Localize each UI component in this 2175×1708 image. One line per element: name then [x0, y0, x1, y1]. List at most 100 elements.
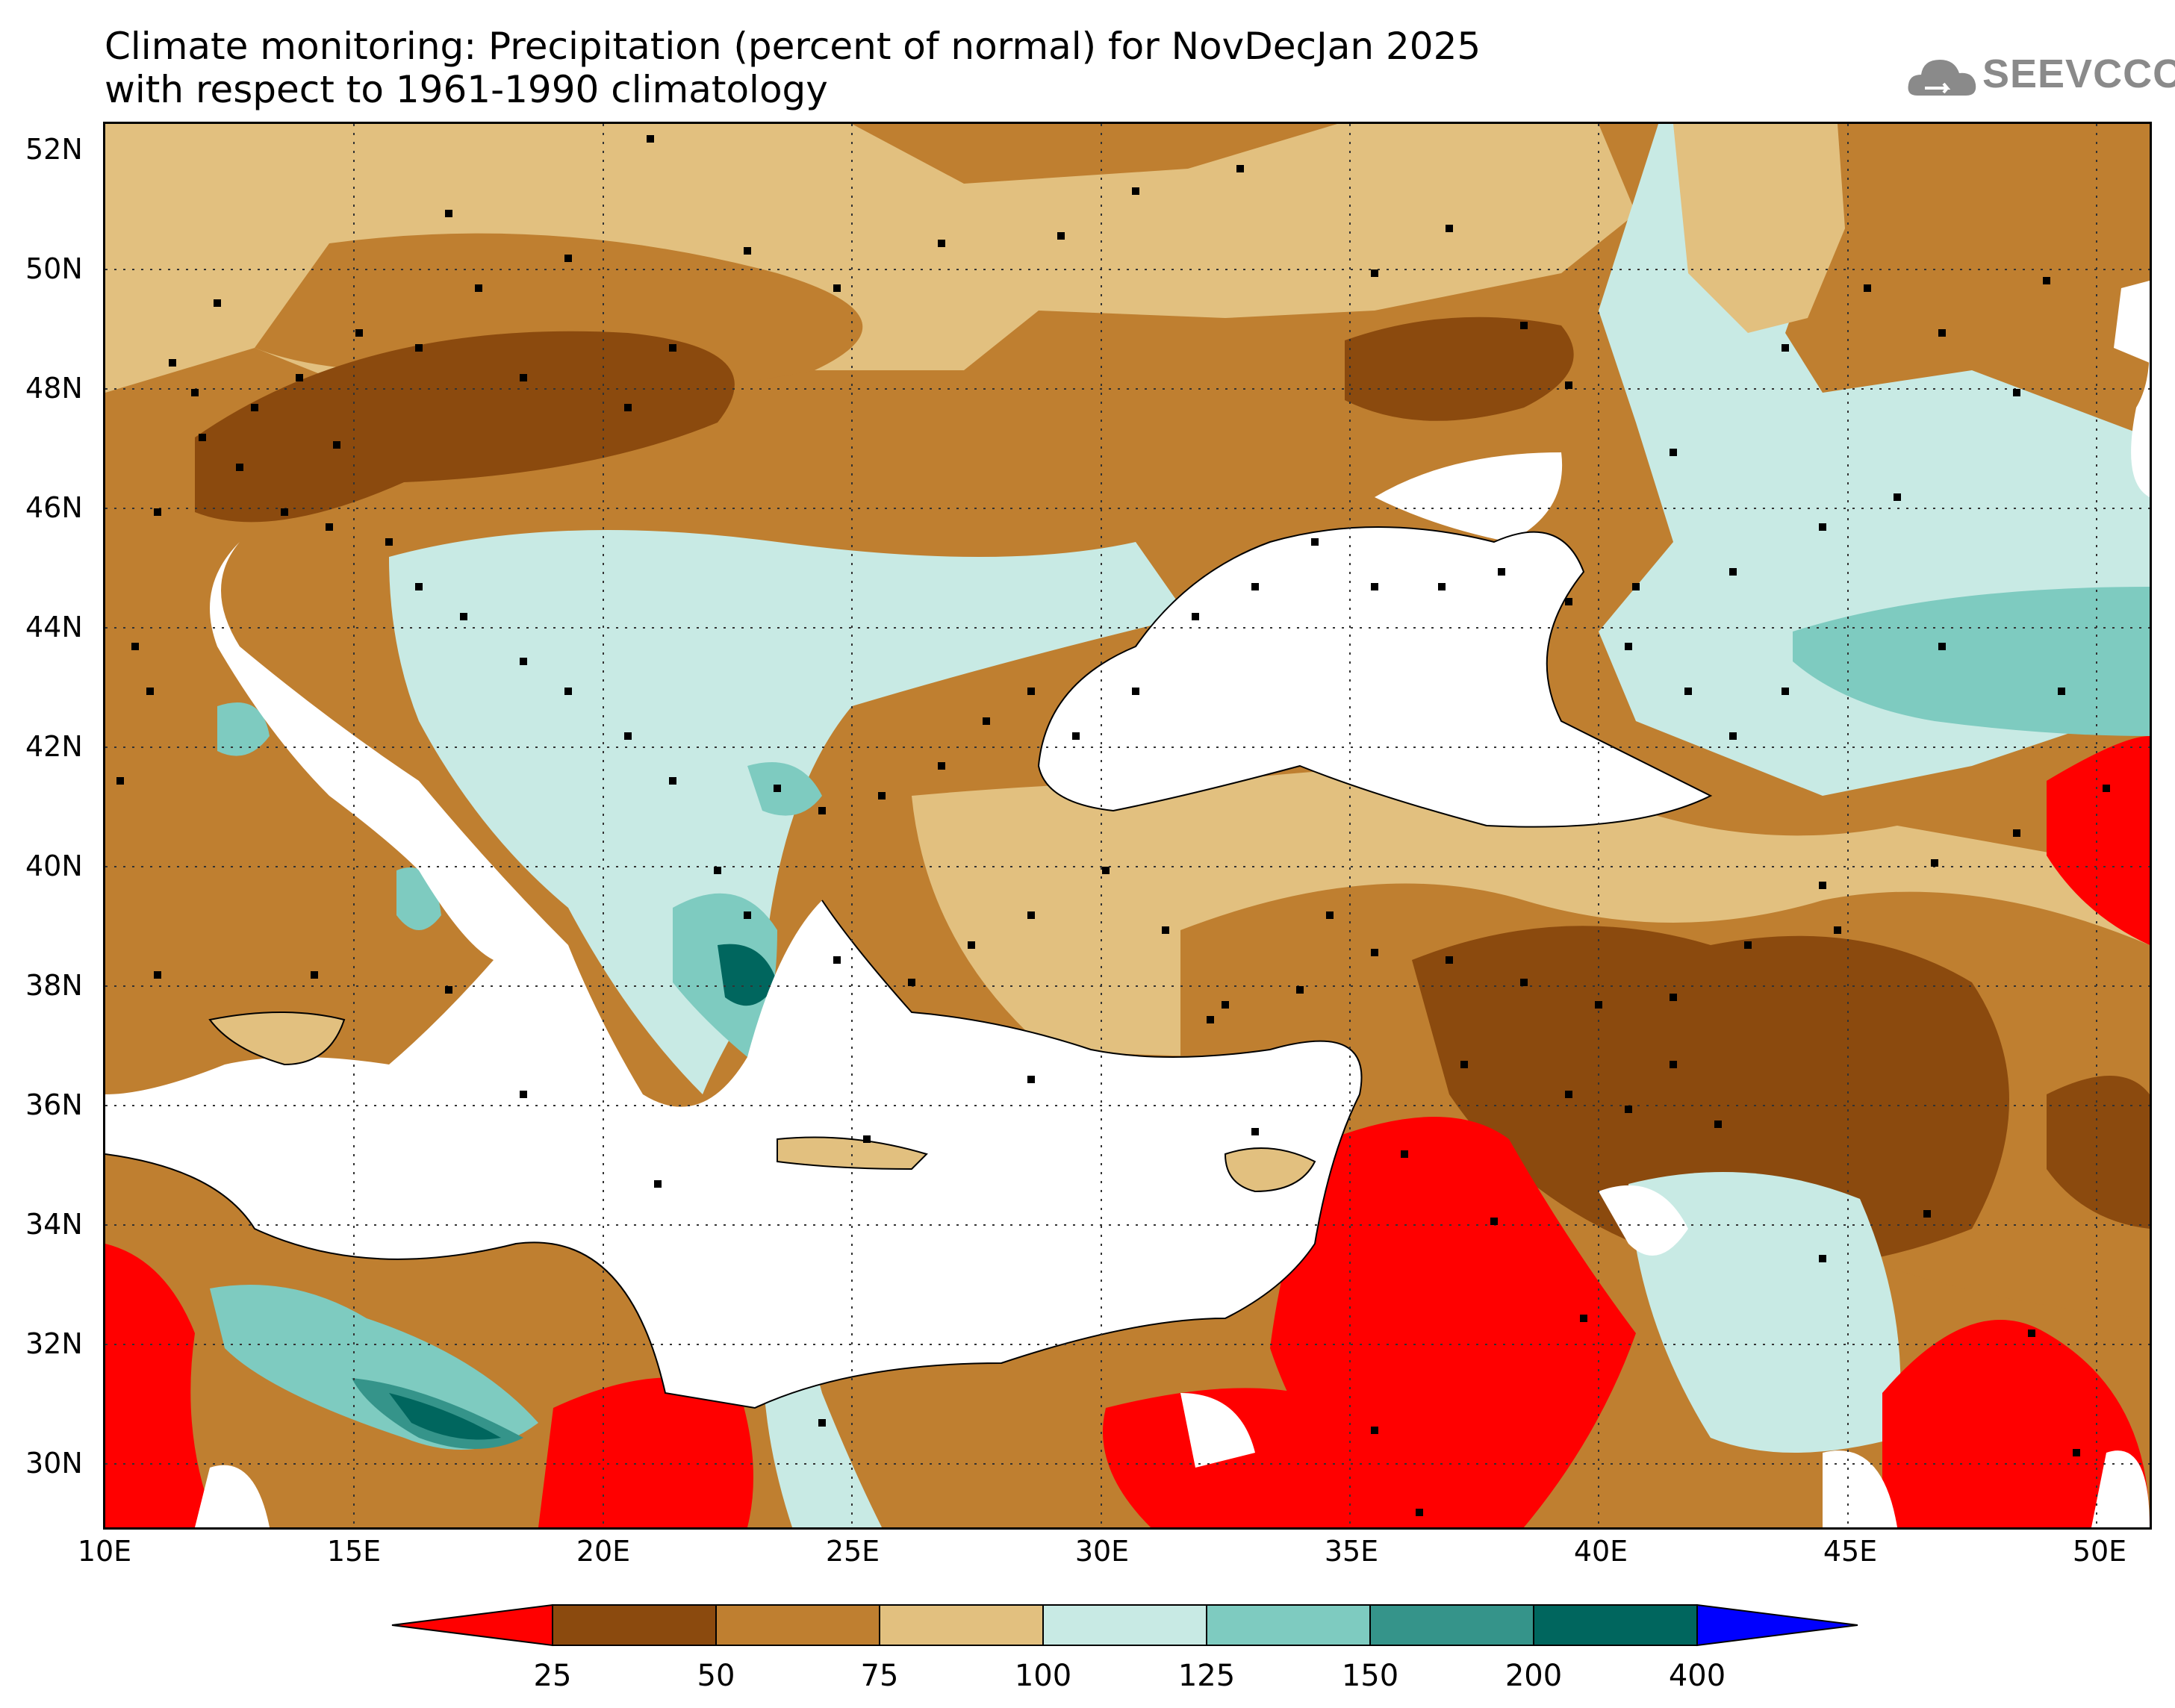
station-marker [1938, 329, 1946, 337]
colorbar-tick-label: 150 [1341, 1659, 1399, 1693]
station-marker [624, 732, 632, 740]
station-marker [669, 777, 676, 785]
station-marker [1520, 322, 1528, 329]
map-title-line2: with respect to 1961-1990 climatology [105, 68, 828, 111]
station-marker [1819, 1255, 1826, 1262]
station-marker [415, 583, 423, 590]
lat-label: 30N [25, 1447, 83, 1480]
station-marker [1684, 688, 1692, 695]
station-marker [199, 434, 206, 441]
station-marker [2043, 277, 2050, 284]
station-marker [1438, 583, 1446, 590]
station-marker [1251, 1128, 1259, 1135]
colorbar-tick-label: 75 [860, 1659, 899, 1693]
station-marker [445, 986, 452, 994]
station-marker [415, 344, 423, 352]
station-marker [1729, 568, 1737, 576]
station-marker [1027, 1076, 1035, 1083]
station-marker [1632, 583, 1640, 590]
station-marker [236, 464, 243, 471]
station-marker [385, 538, 393, 546]
station-marker [1782, 344, 1789, 352]
precipitation-map [103, 122, 2152, 1530]
station-marker [863, 1135, 871, 1143]
colorbar-tick-label: 400 [1668, 1659, 1726, 1693]
station-marker [1027, 688, 1035, 695]
station-marker [131, 643, 139, 650]
station-marker [520, 1091, 527, 1098]
station-marker [296, 374, 303, 381]
lat-label: 42N [25, 730, 83, 763]
colorbar-tick-label: 100 [1014, 1659, 1072, 1693]
station-marker [1207, 1016, 1214, 1023]
station-marker [1565, 381, 1572, 389]
lon-label: 40E [1573, 1535, 1628, 1568]
station-marker [1864, 284, 1871, 292]
station-marker [355, 329, 363, 337]
station-marker [326, 523, 333, 531]
station-marker [1072, 732, 1080, 740]
lon-label: 30E [1074, 1535, 1130, 1568]
colorbar-tick-label: 125 [1177, 1659, 1236, 1693]
station-marker [1498, 568, 1505, 576]
station-marker [281, 508, 288, 516]
colorbar-tick-label: 25 [533, 1659, 572, 1693]
lon-label: 35E [1324, 1535, 1379, 1568]
lat-label: 40N [25, 850, 83, 882]
station-marker [2103, 785, 2110, 792]
station-marker [2013, 389, 2020, 396]
station-marker [1132, 187, 1139, 195]
station-marker [714, 867, 721, 874]
lat-label: 32N [25, 1327, 83, 1360]
lon-label: 15E [326, 1535, 382, 1568]
station-marker [1446, 956, 1453, 964]
station-marker [116, 777, 124, 785]
station-marker [1162, 926, 1169, 934]
station-marker [1132, 688, 1139, 695]
colorbar-tick-label: 200 [1505, 1659, 1563, 1693]
station-marker [1371, 269, 1378, 277]
station-marker [333, 441, 340, 449]
colorbar-segment [1533, 1604, 1698, 1646]
station-marker [154, 508, 161, 516]
station-marker [1670, 449, 1677, 456]
station-marker [654, 1180, 662, 1188]
station-marker [1714, 1121, 1722, 1128]
station-marker [1371, 949, 1378, 956]
station-marker [1192, 613, 1199, 620]
station-marker [154, 971, 161, 979]
station-marker [2073, 1449, 2080, 1456]
station-marker [1625, 1106, 1632, 1113]
lat-label: 48N [25, 372, 83, 405]
station-marker [1401, 1150, 1408, 1158]
station-marker [1371, 583, 1378, 590]
station-marker [1446, 225, 1453, 232]
station-marker [878, 792, 886, 800]
station-marker [938, 762, 945, 770]
station-marker [1102, 867, 1110, 874]
station-marker [1819, 523, 1826, 531]
station-marker [2028, 1330, 2035, 1337]
station-marker [1251, 583, 1259, 590]
station-marker [2058, 688, 2065, 695]
colorbar-segment [1696, 1603, 1858, 1647]
station-marker [1460, 1061, 1468, 1068]
lon-label: 25E [825, 1535, 880, 1568]
station-marker [1834, 926, 1841, 934]
station-marker [1782, 688, 1789, 695]
station-marker [311, 971, 318, 979]
station-marker [833, 284, 841, 292]
colorbar-segment [391, 1603, 553, 1647]
station-marker [1057, 232, 1065, 240]
station-marker [1894, 493, 1901, 501]
colorbar-segment [715, 1604, 880, 1646]
station-marker [774, 785, 781, 792]
station-marker [1580, 1315, 1587, 1322]
station-marker [1744, 941, 1752, 949]
colorbar-segment [1369, 1604, 1534, 1646]
lon-label: 45E [1823, 1535, 1878, 1568]
station-marker [744, 911, 751, 919]
station-marker [1296, 986, 1304, 994]
station-marker [1222, 1001, 1229, 1009]
lat-label: 46N [25, 491, 83, 524]
